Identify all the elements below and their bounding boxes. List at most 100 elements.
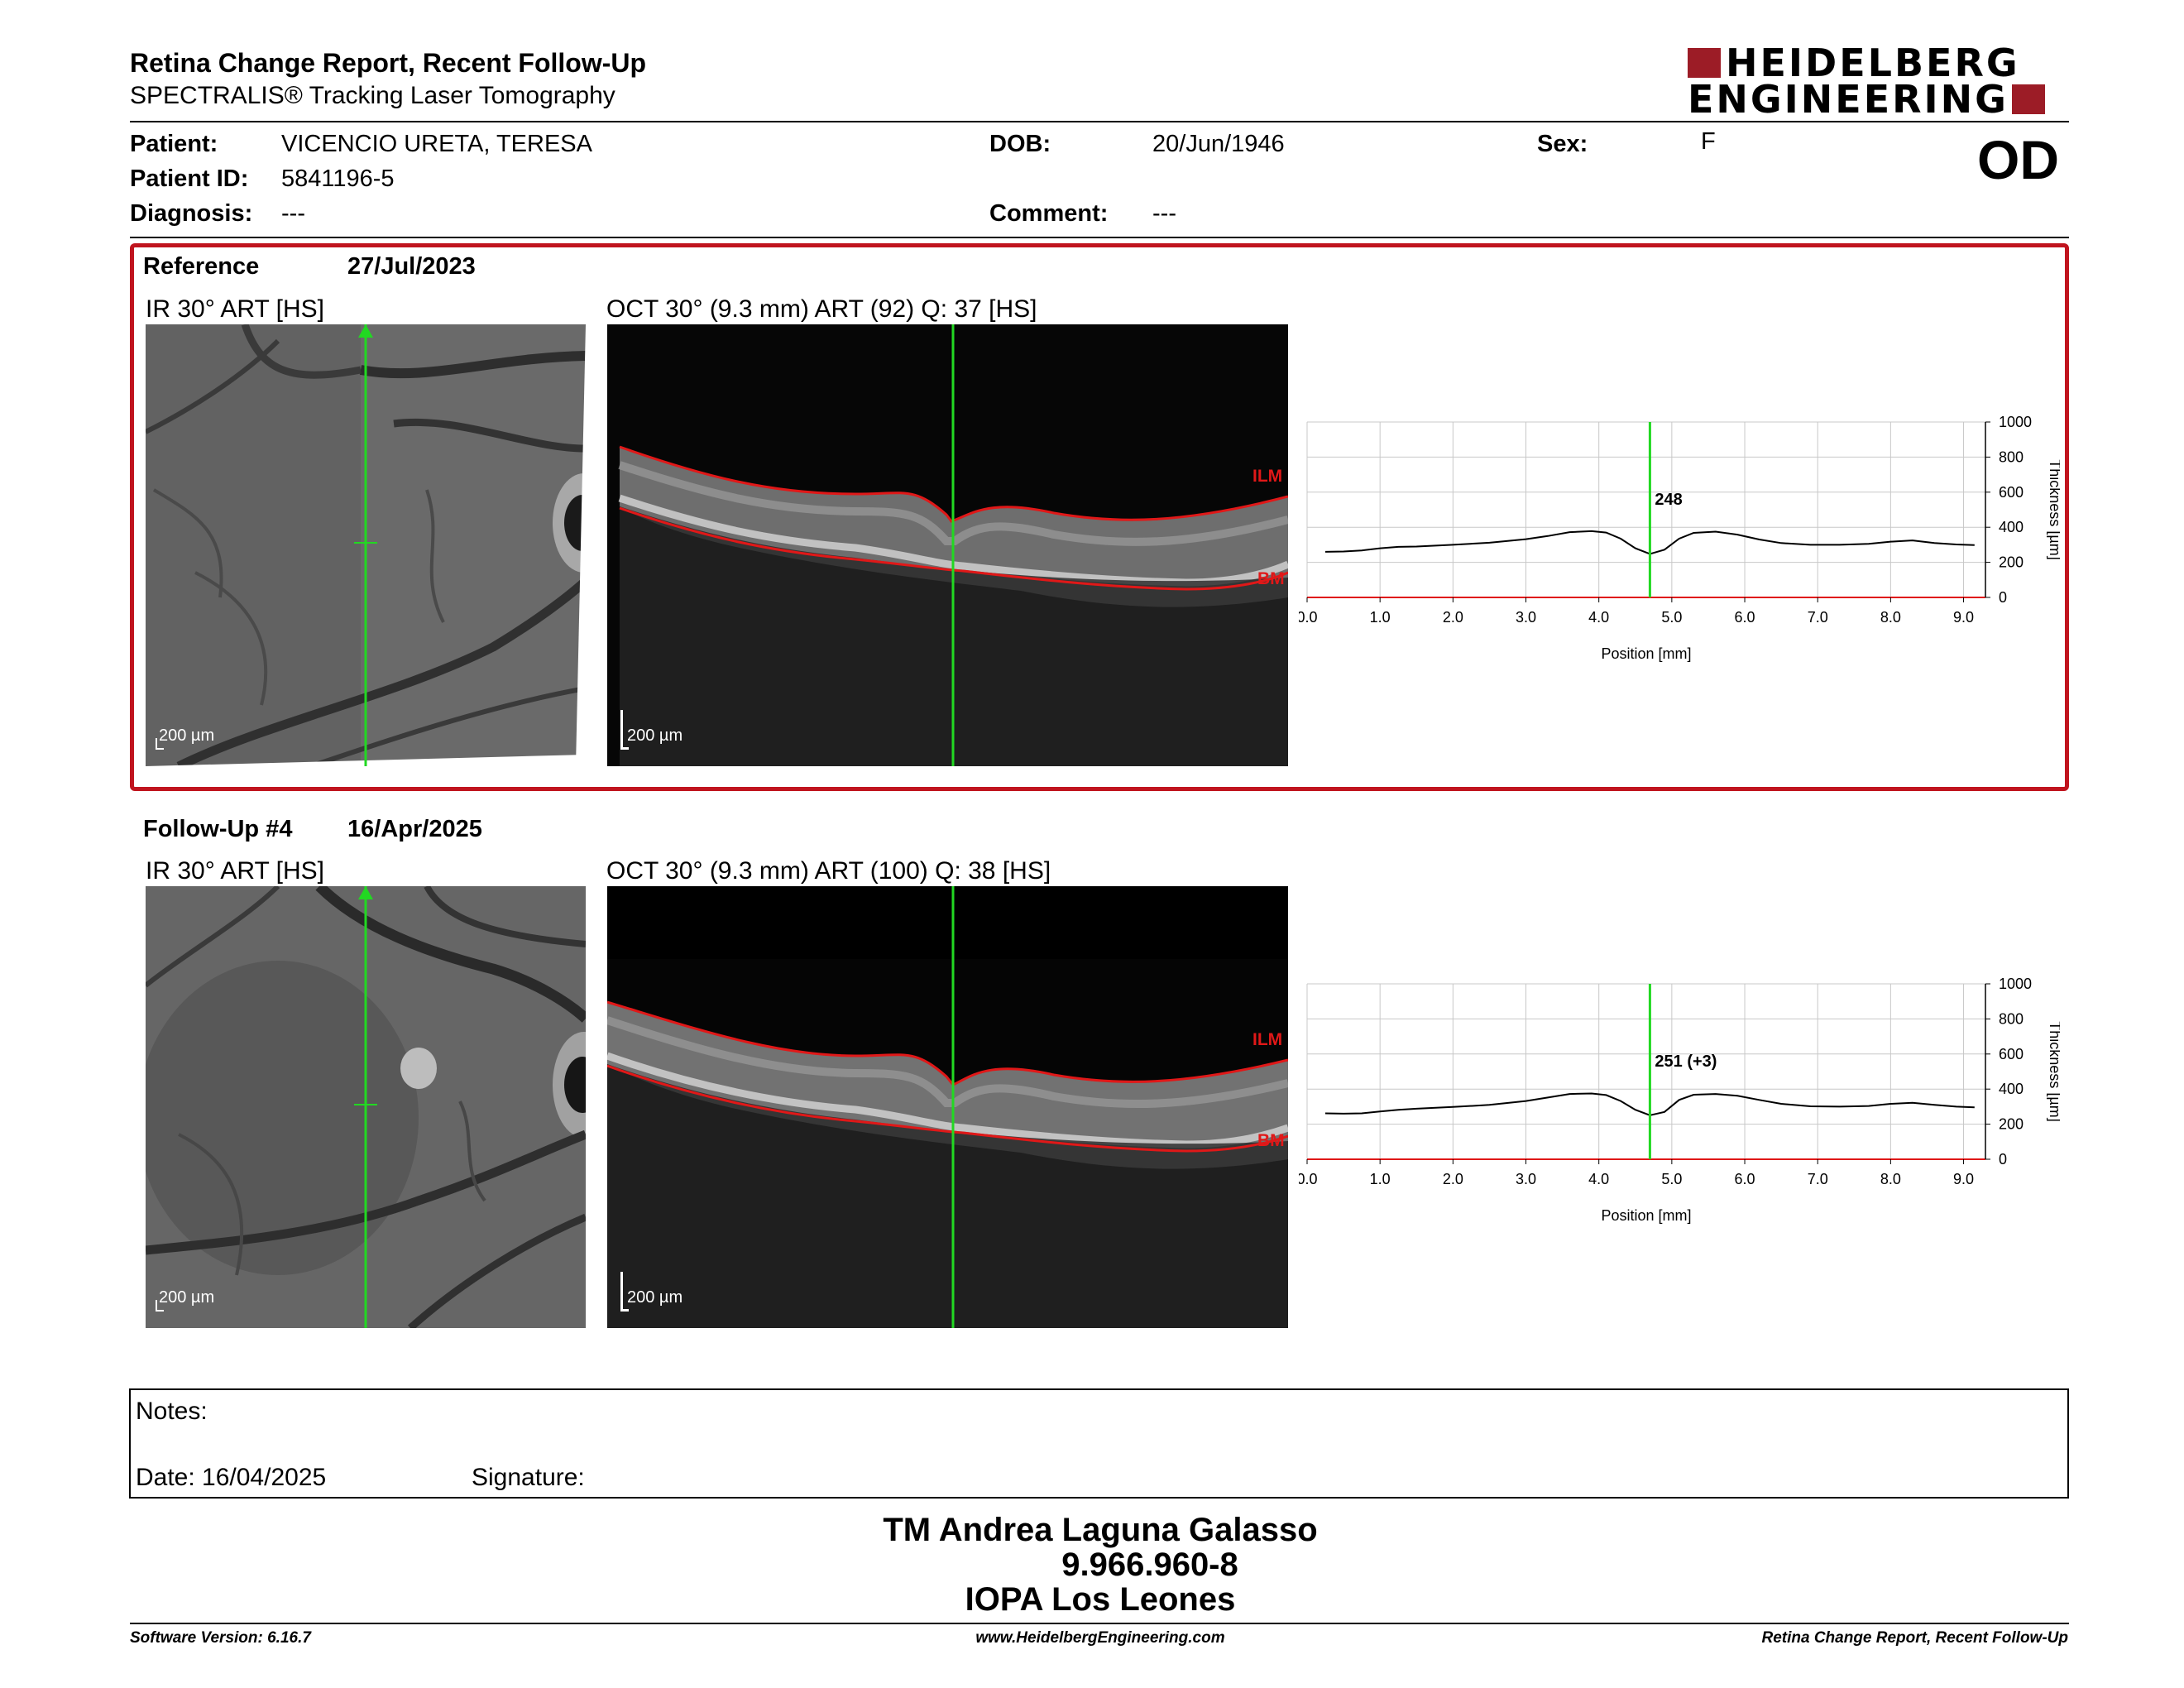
website-link[interactable]: www.HeidelbergEngineering.com	[975, 1629, 1225, 1647]
sex-value: F	[1701, 128, 1716, 155]
scale-bar-icon	[156, 748, 164, 750]
signer-id: 9.966.960-8	[1061, 1547, 1238, 1583]
scale-bar-icon	[620, 710, 623, 750]
y-tick-label: 1000	[1999, 414, 2032, 430]
scale-bar-icon	[620, 1272, 623, 1312]
followup-oct-bscan-image: ILM BM 200 µm	[607, 886, 1288, 1328]
reference-section-frame	[130, 243, 2069, 791]
x-tick-label: 9.0	[1953, 1171, 1974, 1187]
y-tick-label: 400	[1999, 1081, 2024, 1097]
patient-id-label: Patient ID:	[130, 165, 249, 192]
x-tick-label: 1.0	[1370, 609, 1391, 626]
y-tick-label: 0	[1999, 1151, 2007, 1168]
comment-value: ---	[1152, 200, 1176, 227]
patient-id-value: 5841196-5	[281, 165, 395, 192]
footer-report-name: Retina Change Report, Recent Follow-Up	[1761, 1629, 2068, 1647]
x-axis-title: Position [mm]	[1601, 1207, 1691, 1224]
marker-value-label: 248	[1655, 491, 1682, 509]
ilm-layer-label: ILM	[1252, 1030, 1283, 1049]
logo-square-icon	[2011, 84, 2045, 114]
scale-bar-icon	[156, 1310, 164, 1312]
patient-name: VICENCIO URETA, TERESA	[281, 131, 592, 157]
y-tick-label: 400	[1999, 519, 2024, 535]
footer-divider	[130, 1623, 2069, 1624]
scale-bar-icon	[620, 747, 629, 750]
scale-bar-icon	[156, 738, 157, 750]
x-tick-label: 9.0	[1953, 609, 1974, 626]
reference-ir-caption: IR 30° ART [HS]	[146, 295, 324, 323]
bm-layer-label: BM	[1257, 569, 1285, 588]
y-tick-label: 600	[1999, 1046, 2024, 1062]
followup-ir-scale-label: 200 µm	[159, 1288, 215, 1307]
x-tick-label: 8.0	[1880, 1171, 1901, 1187]
y-axis-title: Thickness [µm]	[2047, 459, 2060, 559]
software-version: Software Version: 6.16.7	[130, 1629, 311, 1647]
x-tick-label: 6.0	[1735, 609, 1755, 626]
followup-thickness-graph: 0.0 1.0 2.0 3.0 4.0 5.0 6.0 7.0 8.0 9.0 0 200 400 600…	[1299, 976, 2060, 1224]
logo-square-icon	[1688, 48, 1721, 78]
followup-date: 16/Apr/2025	[347, 816, 482, 842]
y-tick-label: 1000	[1999, 976, 2032, 992]
y-tick-label: 200	[1999, 1116, 2024, 1133]
x-tick-label: 5.0	[1661, 1171, 1682, 1187]
x-tick-label: 2.0	[1443, 609, 1463, 626]
reference-ir-fundus-image: 200 µm	[146, 324, 586, 766]
x-tick-label: 2.0	[1443, 1171, 1463, 1187]
x-tick-label: 1.0	[1370, 1171, 1391, 1187]
reference-thickness-graph: 0.0 1.0 2.0 3.0 4.0 5.0 6.0 7.0 8.0 9.0 0 200 400 600…	[1299, 414, 2060, 662]
scale-bar-icon	[156, 1300, 157, 1312]
reference-date: 27/Jul/2023	[347, 253, 476, 280]
y-tick-label: 800	[1999, 448, 2024, 465]
reference-oct-caption: OCT 30° (9.3 mm) ART (92) Q: 37 [HS]	[606, 295, 1037, 323]
y-tick-label: 800	[1999, 1010, 2024, 1027]
logo-text-heidelberg: HEIDELBERG	[1726, 41, 2020, 85]
followup-label: Follow-Up #4	[143, 816, 293, 842]
sex-label: Sex:	[1537, 131, 1588, 157]
reference-oct-bscan-image: ILM BM 200 µm	[607, 324, 1288, 766]
x-tick-label: 0.0	[1299, 609, 1318, 626]
x-axis-title: Position [mm]	[1601, 645, 1691, 662]
report-subtitle: SPECTRALIS® Tracking Laser Tomography	[130, 82, 615, 109]
notes-label: Notes:	[136, 1398, 208, 1425]
y-tick-label: 200	[1999, 554, 2024, 571]
report-title: Retina Change Report, Recent Follow-Up	[130, 48, 647, 78]
followup-oct-scale-label: 200 µm	[627, 1288, 683, 1307]
x-tick-label: 7.0	[1808, 1171, 1828, 1187]
x-tick-label: 5.0	[1661, 609, 1682, 626]
x-tick-label: 7.0	[1808, 609, 1828, 626]
reference-label: Reference	[143, 253, 260, 280]
x-tick-label: 0.0	[1299, 1171, 1318, 1187]
followup-oct-caption: OCT 30° (9.3 mm) ART (100) Q: 38 [HS]	[606, 857, 1051, 885]
x-tick-label: 4.0	[1588, 1171, 1609, 1187]
diagnosis-label: Diagnosis:	[130, 200, 253, 227]
marker-value-label: 251 (+3)	[1655, 1053, 1717, 1071]
x-tick-label: 6.0	[1735, 1171, 1755, 1187]
comment-label: Comment:	[989, 200, 1109, 227]
signature-label: Signature:	[472, 1464, 585, 1491]
dob-value: 20/Jun/1946	[1152, 131, 1285, 157]
patient-divider	[130, 237, 2069, 238]
scale-bar-icon	[620, 1309, 629, 1312]
signer-institution: IOPA Los Leones	[965, 1581, 1236, 1618]
diagnosis-value: ---	[281, 200, 305, 227]
notes-date: Date: 16/04/2025	[136, 1464, 327, 1491]
dob-label: DOB:	[989, 131, 1051, 157]
followup-ir-fundus-image: 200 µm	[146, 886, 586, 1328]
signer-name: TM Andrea Laguna Galasso	[883, 1512, 1318, 1548]
reference-oct-scale-label: 200 µm	[627, 727, 683, 745]
followup-ir-caption: IR 30° ART [HS]	[146, 857, 324, 885]
notes-box[interactable]	[129, 1388, 2069, 1499]
y-tick-label: 600	[1999, 484, 2024, 501]
x-tick-label: 8.0	[1880, 609, 1901, 626]
header-divider	[130, 121, 2069, 122]
patient-label: Patient:	[130, 131, 218, 157]
logo-row-2: ENGINEERING	[1688, 77, 2045, 122]
reference-ir-scale-label: 200 µm	[159, 727, 215, 745]
logo-row-1: HEIDELBERG	[1688, 41, 2020, 85]
logo-text-engineering: ENGINEERING	[1688, 77, 2009, 122]
bm-layer-label: BM	[1257, 1131, 1285, 1150]
x-tick-label: 4.0	[1588, 609, 1609, 626]
eye-indicator: OD	[1977, 129, 2059, 190]
y-axis-title: Thickness [µm]	[2047, 1021, 2060, 1121]
ilm-layer-label: ILM	[1252, 467, 1283, 486]
